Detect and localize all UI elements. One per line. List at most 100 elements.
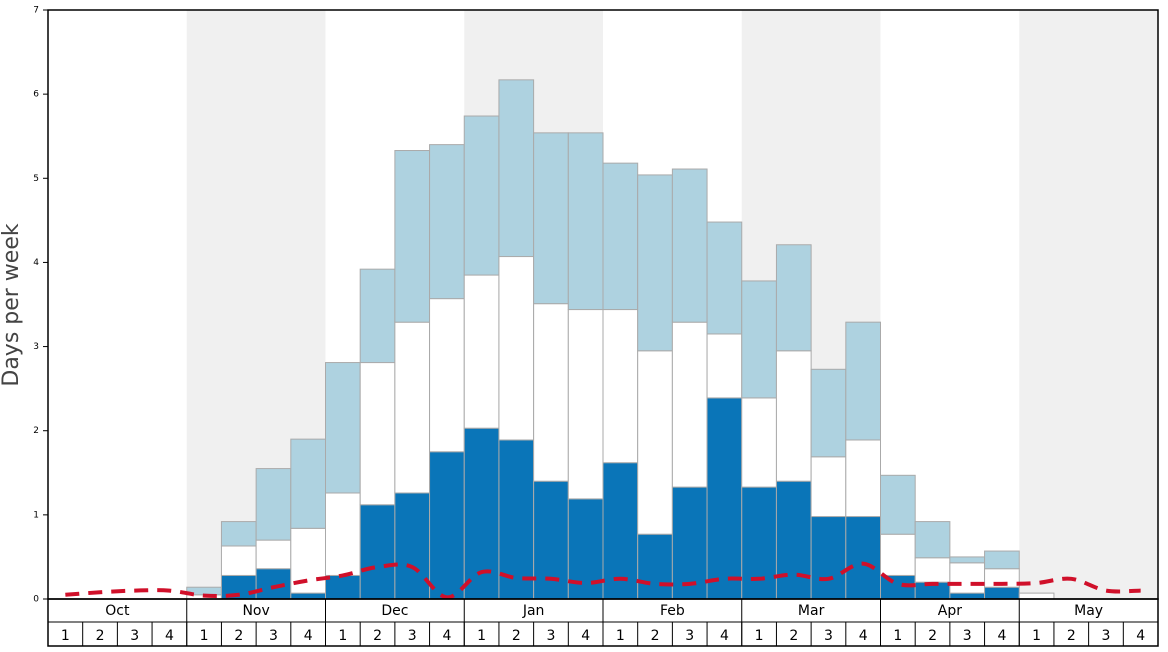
bar-segment xyxy=(741,486,777,600)
bar-segment xyxy=(741,280,777,399)
bar-segment xyxy=(706,333,743,399)
x-tick-label: 2 xyxy=(512,628,521,644)
bar-segment xyxy=(394,321,431,494)
bar-segment xyxy=(255,468,292,541)
y-tick-label: 0 xyxy=(33,595,39,605)
x-tick-label: 2 xyxy=(928,628,937,644)
x-tick-label: 2 xyxy=(373,628,382,644)
x-tick-label: 3 xyxy=(685,628,694,644)
bar-segment xyxy=(810,368,847,458)
x-tick-label: 2 xyxy=(651,628,660,644)
bar-segment xyxy=(463,115,500,276)
bar-segment xyxy=(914,557,951,583)
bar-segment xyxy=(533,480,569,600)
bar-segment xyxy=(290,438,326,529)
x-tick-label: 1 xyxy=(338,628,347,644)
bar-segment xyxy=(567,309,604,500)
bar-segment xyxy=(845,439,881,518)
month-label: Mar xyxy=(798,603,825,619)
bar-segment xyxy=(637,174,673,352)
bar-segment xyxy=(567,132,604,311)
x-tick-label: 2 xyxy=(789,628,798,644)
month-label: May xyxy=(1074,603,1103,619)
bar-segment xyxy=(775,480,812,600)
bar-segment xyxy=(359,268,396,364)
x-tick-label: 1 xyxy=(477,628,486,644)
y-tick-label: 7 xyxy=(33,6,39,16)
bar-segment xyxy=(498,79,535,258)
bar-segment xyxy=(880,474,916,535)
bar-segment xyxy=(429,298,465,453)
bar-segment xyxy=(984,586,1020,600)
bar-segment xyxy=(325,362,361,494)
x-tick-label: 3 xyxy=(269,628,278,644)
x-tick-label: 3 xyxy=(963,628,972,644)
bar-segment xyxy=(429,451,465,600)
bar-segment xyxy=(325,492,361,576)
x-tick-label: 4 xyxy=(720,628,729,644)
bar-segment xyxy=(671,486,708,600)
bar-segment xyxy=(255,568,292,600)
bar-segment xyxy=(602,162,639,311)
bar-segment xyxy=(255,539,292,570)
bar-segment xyxy=(463,274,500,429)
x-tick-label: 3 xyxy=(408,628,417,644)
x-tick-label: 2 xyxy=(96,628,105,644)
bar-segment xyxy=(637,533,673,600)
bar-segment xyxy=(845,321,881,441)
bar-segment xyxy=(775,350,812,482)
x-tick-label: 1 xyxy=(893,628,902,644)
bar-segment xyxy=(671,168,708,323)
bar-segment xyxy=(394,150,431,323)
x-tick-label: 4 xyxy=(859,628,868,644)
bar-segment xyxy=(498,256,535,441)
x-tick-label: 1 xyxy=(200,628,209,644)
y-tick-label: 4 xyxy=(33,258,39,268)
y-tick-label: 3 xyxy=(33,342,39,352)
x-tick-label: 4 xyxy=(165,628,174,644)
bar-segment xyxy=(706,221,743,335)
bar-segment xyxy=(325,574,361,600)
bar-segment xyxy=(706,397,743,600)
y-tick-label: 2 xyxy=(33,426,39,436)
x-tick-label: 1 xyxy=(1032,628,1041,644)
bar-segment xyxy=(602,309,639,464)
x-tick-label: 3 xyxy=(824,628,833,644)
bar-segment xyxy=(671,321,708,488)
x-tick-label: 3 xyxy=(1102,628,1111,644)
bar-segment xyxy=(845,516,881,600)
bar-segment xyxy=(914,521,951,559)
x-tick-label: 3 xyxy=(547,628,556,644)
bar-segment xyxy=(984,550,1020,570)
bar-segment xyxy=(949,592,986,600)
x-tick-label: 2 xyxy=(234,628,243,644)
bar-segment xyxy=(359,504,396,600)
x-tick-label: 1 xyxy=(755,628,764,644)
bar-segment xyxy=(429,144,465,300)
month-label: Nov xyxy=(242,603,269,619)
x-tick-label: 4 xyxy=(442,628,451,644)
month-label: Oct xyxy=(105,603,130,619)
bar-segment xyxy=(220,545,257,576)
x-tick-label: 4 xyxy=(1136,628,1145,644)
x-tick-label: 4 xyxy=(581,628,590,644)
bar-segment xyxy=(880,533,916,576)
bar-segment xyxy=(741,397,777,488)
x-tick-label: 4 xyxy=(304,628,313,644)
x-tick-label: 1 xyxy=(61,628,70,644)
x-tick-label: 1 xyxy=(616,628,625,644)
month-shade xyxy=(1019,10,1158,599)
y-tick-label: 5 xyxy=(33,174,39,184)
bar-segment xyxy=(359,362,396,506)
x-tick-label: 3 xyxy=(130,628,139,644)
x-tick-label: 4 xyxy=(997,628,1006,644)
trend-line xyxy=(65,561,1141,600)
bar-segment xyxy=(394,492,431,600)
bar-segment xyxy=(220,521,257,547)
bar-segment xyxy=(1018,592,1055,600)
bar-segment xyxy=(810,456,847,518)
x-tick-label: 2 xyxy=(1067,628,1076,644)
bar-segment xyxy=(810,516,847,600)
month-label: Jan xyxy=(522,603,545,619)
bar-segment xyxy=(949,562,986,594)
